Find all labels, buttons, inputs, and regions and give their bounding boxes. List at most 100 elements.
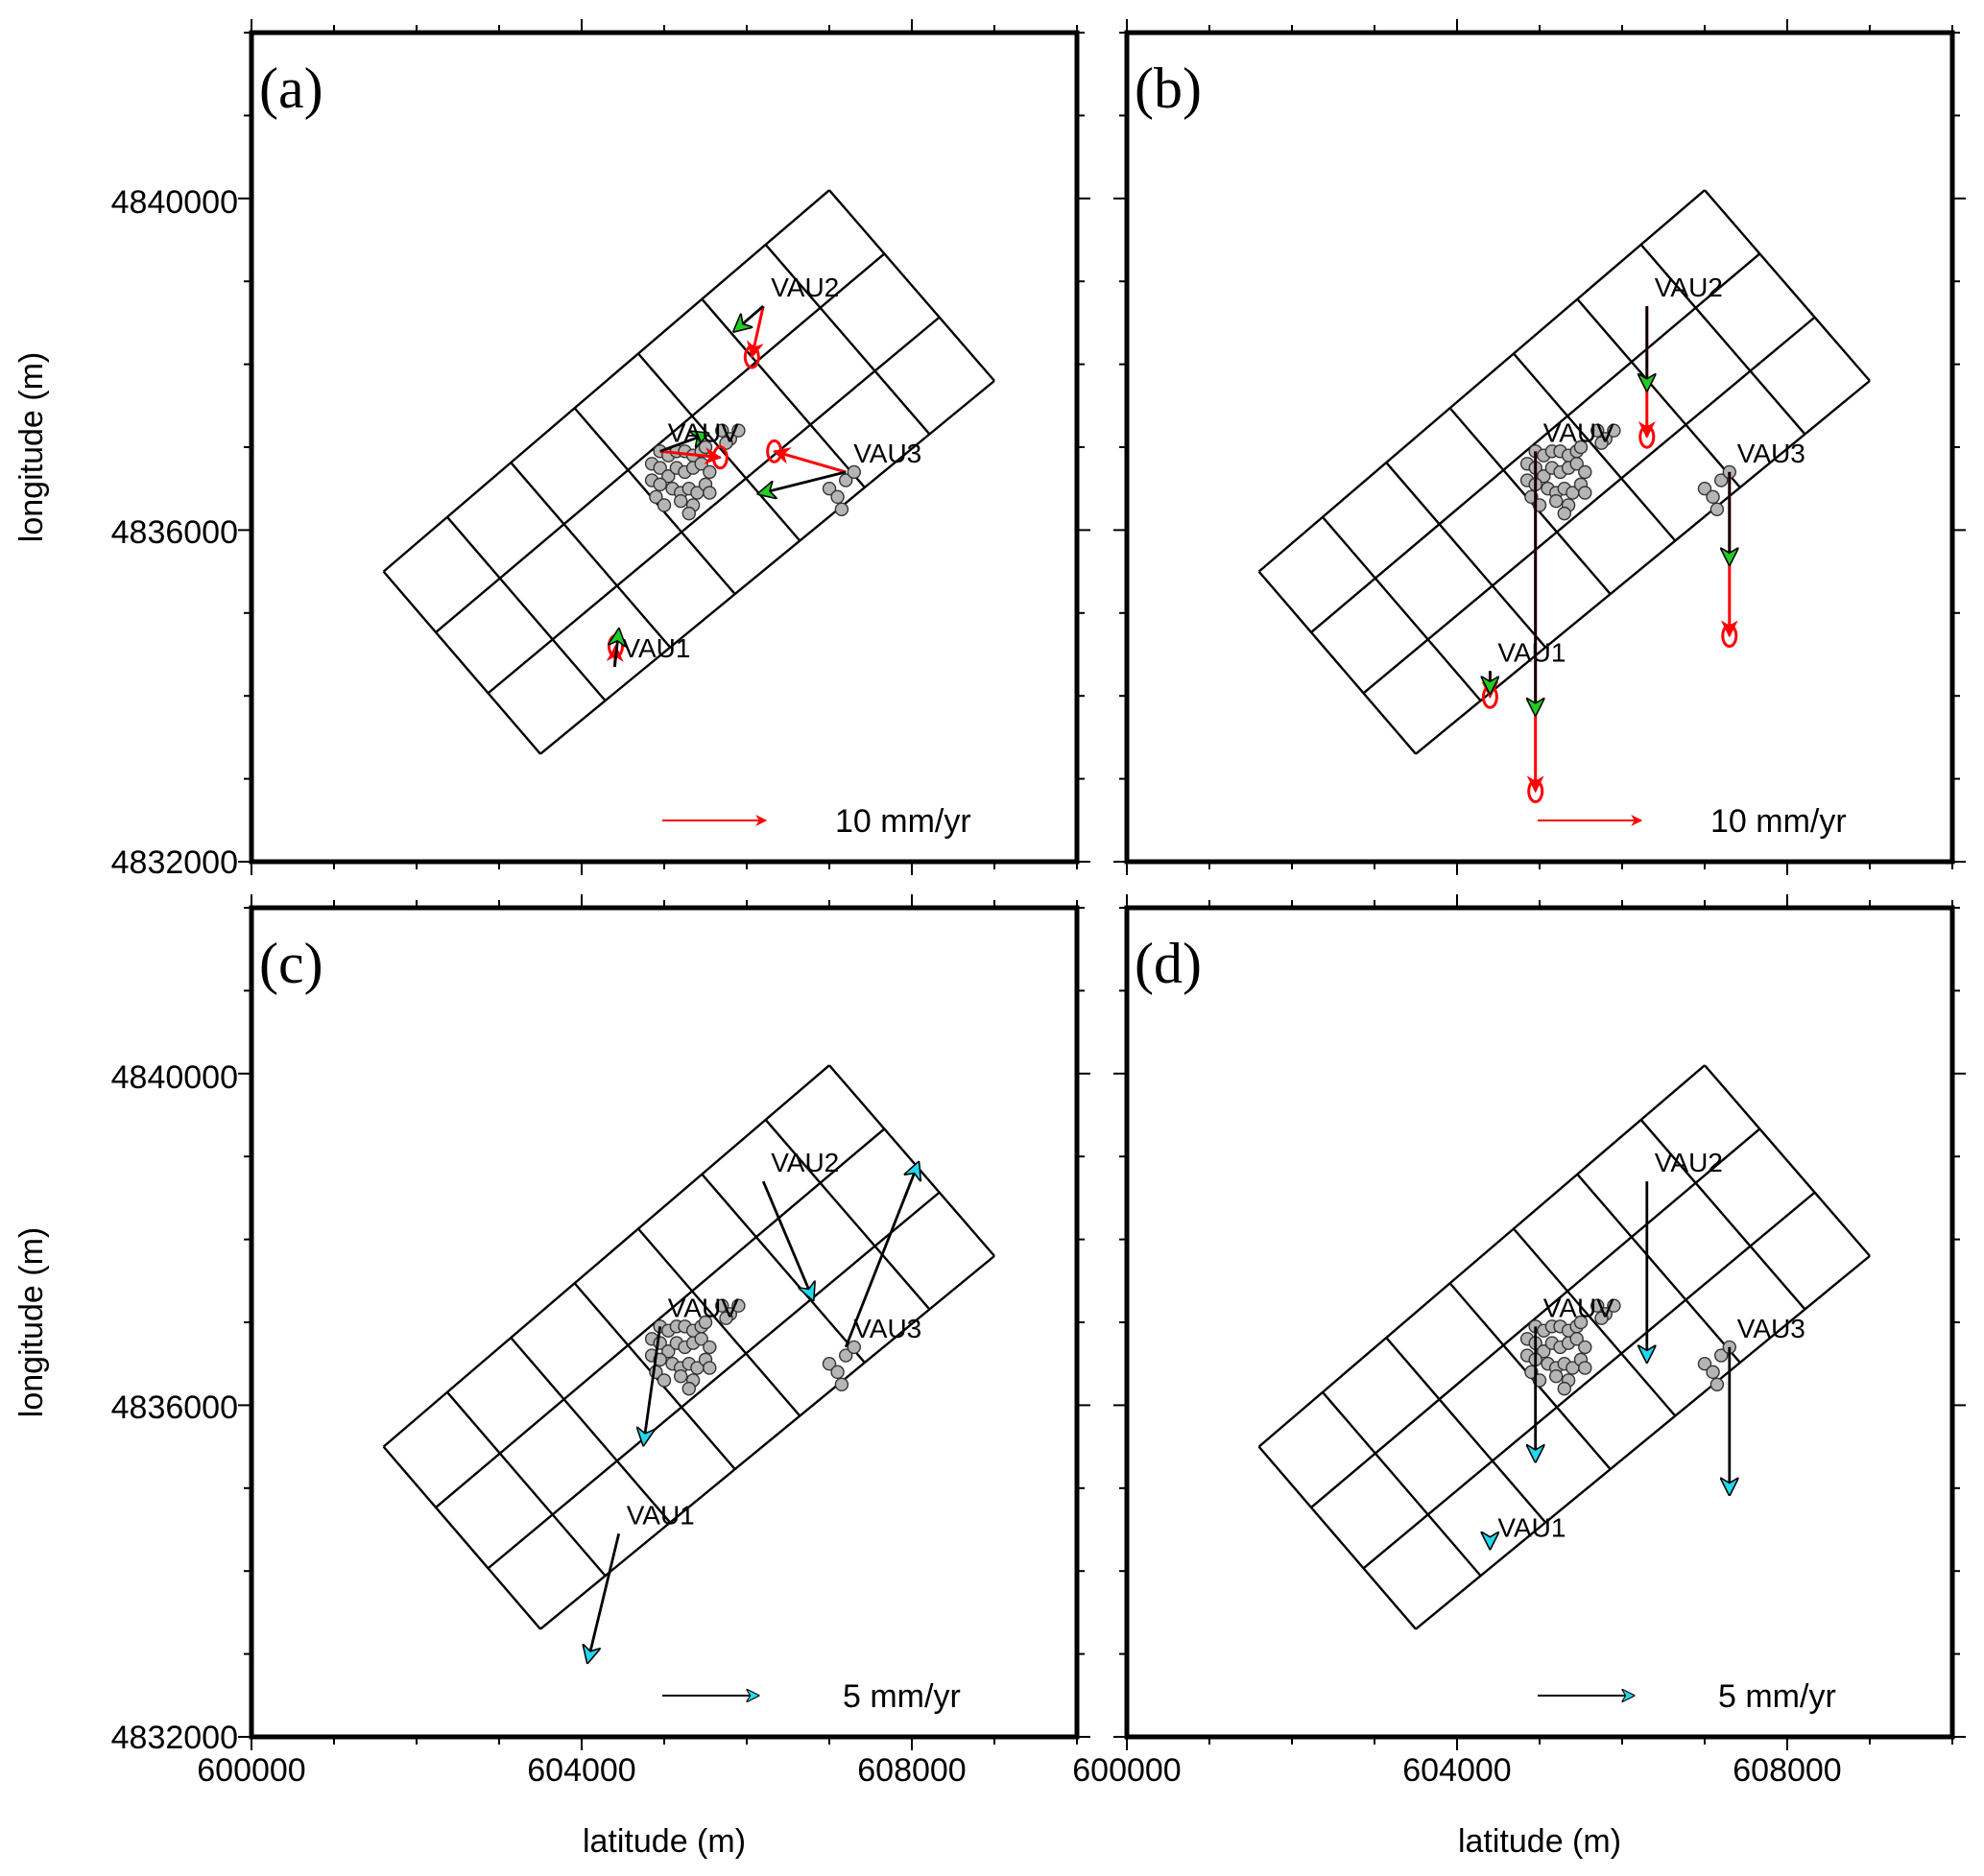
vau2-label: VAU2 <box>1655 273 1723 302</box>
vau2-error-ellipse <box>743 344 760 369</box>
earthquake-point <box>1569 457 1584 471</box>
vau2-model-vector <box>747 305 765 359</box>
fault-grid-line <box>764 1119 931 1311</box>
panel-c-xtick-608000: 608000 <box>857 1752 966 1789</box>
vau3-label: VAU3 <box>853 439 921 468</box>
earthquake-point <box>830 1365 845 1380</box>
earthquake-point <box>1713 473 1729 487</box>
vauv-label: VAUV <box>668 417 739 447</box>
panel-c-legend: 5 mm/yr <box>662 1678 961 1715</box>
earthquake-point <box>830 489 845 505</box>
fault-grid-line <box>487 1191 941 1570</box>
fault-grid-line <box>637 1227 801 1417</box>
earthquake-point <box>1697 482 1712 496</box>
earthquake-point <box>731 1298 746 1313</box>
panel-d-xlabel: latitude (m) <box>1458 1823 1621 1860</box>
earthquake-point <box>1557 1381 1572 1396</box>
earthquake-point <box>834 1377 849 1392</box>
earthquake-point <box>731 423 746 438</box>
panel-d-legend-text: 5 mm/yr <box>1718 1678 1836 1715</box>
panel-b-ticks <box>1113 19 1966 875</box>
fault-grid-line <box>539 379 995 755</box>
fault-grid-line <box>382 189 830 573</box>
earthquake-point <box>1590 423 1605 438</box>
earthquake-point <box>1537 1344 1551 1359</box>
panel-b-label: (b) <box>1135 57 1202 120</box>
fault-grid-line <box>764 244 931 436</box>
fault-grid-line <box>1257 1445 1417 1630</box>
fault-grid-line <box>1639 1119 1806 1311</box>
earthquake-point <box>719 1311 733 1325</box>
fault-grid-line <box>828 189 995 382</box>
fault-grid-line <box>1322 516 1482 701</box>
fault-grid-line <box>1257 570 1417 755</box>
panel-a-seismicity <box>644 423 861 521</box>
earthquake-point <box>1573 439 1589 455</box>
fault-grid-line <box>435 252 886 633</box>
earthquake-point <box>1594 436 1609 450</box>
panel-c-xlabel: latitude (m) <box>583 1823 746 1860</box>
panel-a-ytick-4832000: 4832000 <box>111 844 238 881</box>
earthquake-point <box>703 464 717 480</box>
fault-grid-line <box>487 316 941 695</box>
fault-grid-line <box>1576 1173 1741 1364</box>
fault-grid-line <box>510 462 672 649</box>
earthquake-point <box>1709 502 1725 516</box>
vau2-observed-vector <box>761 1180 813 1299</box>
panel-c-grid <box>382 1064 995 1630</box>
fault-grid-line <box>1704 189 1871 382</box>
panel-a-station-labels: VAU1 VAU2 VAUV VAU3 <box>622 273 921 663</box>
fault-grid-line <box>510 1337 672 1524</box>
earthquake-point <box>661 1344 676 1359</box>
fault-grid-line <box>1362 316 1816 695</box>
vauv-model-vector <box>659 447 723 465</box>
earthquake-point <box>822 1356 837 1371</box>
earthquake-point <box>1557 506 1572 521</box>
earthquake-point <box>703 1340 717 1355</box>
panel-d-label: (d) <box>1135 932 1202 995</box>
fault-grid-line <box>1385 462 1547 649</box>
earthquake-point <box>703 486 717 500</box>
fault-grid-line <box>446 516 607 701</box>
panel-d-legend: 5 mm/yr <box>1538 1678 1836 1715</box>
earthquake-point <box>1697 1356 1712 1371</box>
panel-b-legend: 10 mm/yr <box>1538 803 1847 840</box>
vauv-error-ellipse <box>1527 779 1544 804</box>
earthquake-point <box>681 506 696 521</box>
vau3-observed-vector <box>758 470 847 494</box>
fault-grid-line <box>701 297 866 488</box>
vau1-observed-vector <box>587 1532 621 1662</box>
fault-grid-line <box>446 1391 607 1577</box>
panel-a-ytick-4840000: 4840000 <box>111 184 238 221</box>
earthquake-point <box>1578 1340 1592 1355</box>
panel-d-xtick-604000: 604000 <box>1402 1752 1511 1789</box>
earthquake-point <box>649 489 663 505</box>
earthquake-point <box>698 1315 713 1330</box>
vau3-observed-vector <box>844 1163 919 1348</box>
vau3-error-ellipse <box>766 439 783 463</box>
fault-grid-line <box>435 1128 886 1508</box>
earthquake-point <box>1573 1315 1589 1330</box>
panel-c-label: (c) <box>259 932 323 995</box>
panel-a-legend: 10 mm/yr <box>662 803 971 840</box>
earthquake-point <box>1548 493 1564 509</box>
panel-d: VAU1 VAU2 VAUV VAU3 (d) 5 mm/yr 600000 6040… <box>1072 894 1966 1860</box>
earthquake-point <box>1578 1361 1592 1375</box>
fault-grid-line <box>1415 1254 1871 1630</box>
panel-d-seismicity <box>1519 1298 1737 1396</box>
vau3-label: VAU3 <box>1737 439 1805 468</box>
panel-a-grid <box>382 189 995 755</box>
panel-c-ytick-4836000: 4836000 <box>111 1389 238 1426</box>
panel-c-xtick-604000: 604000 <box>527 1752 635 1789</box>
fault-grid-line <box>1257 189 1706 573</box>
panel-d-xtick-600000: 600000 <box>1072 1752 1181 1789</box>
fault-grid-line <box>539 1254 995 1630</box>
earthquake-point <box>653 477 667 492</box>
panel-a-ticks <box>238 19 1090 875</box>
vau1-label: VAU1 <box>627 1500 695 1530</box>
earthquake-point <box>1607 1298 1621 1313</box>
panel-a-ylabel: longitude (m) <box>13 352 50 542</box>
panel-c-vectors <box>587 1163 919 1663</box>
panel-c-ytick-4832000: 4832000 <box>111 1720 238 1756</box>
earthquake-point <box>1578 464 1592 480</box>
